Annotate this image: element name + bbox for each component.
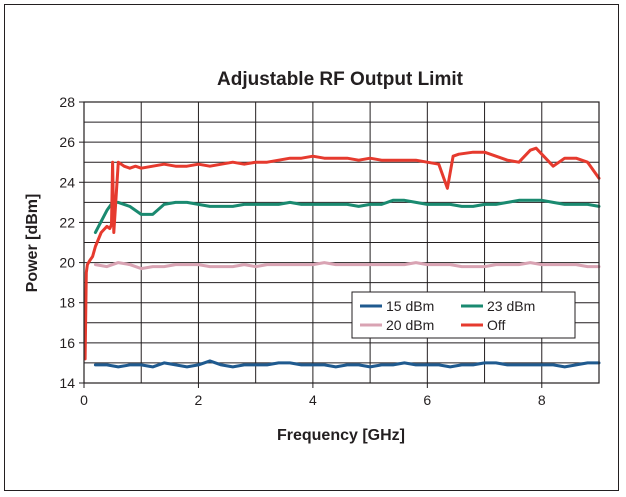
x-ticks: 0 2 4 6 8 xyxy=(80,383,546,408)
y-tick-label: 16 xyxy=(59,335,75,351)
legend-entry: 20 dBm xyxy=(386,317,434,333)
x-tick-label: 4 xyxy=(309,392,317,408)
series-line-0 xyxy=(93,359,601,369)
chart-title: Adjustable RF Output Limit xyxy=(217,69,464,90)
y-tick-label: 18 xyxy=(59,295,75,311)
x-tick-label: 6 xyxy=(423,392,431,408)
y-tick-label: 20 xyxy=(59,255,75,271)
x-tick-label: 0 xyxy=(80,392,88,408)
y-tick-label: 14 xyxy=(59,375,75,391)
y-ticks: 14 16 18 20 22 24 26 28 xyxy=(59,94,84,391)
y-tick-label: 22 xyxy=(59,214,75,230)
y-tick-label: 28 xyxy=(59,94,75,110)
x-axis-label: Frequency [GHz] xyxy=(277,427,405,444)
legend-entry: Off xyxy=(487,317,506,333)
figure-frame xyxy=(4,4,619,491)
y-tick-label: 26 xyxy=(59,134,75,150)
series-lines xyxy=(83,146,601,369)
legend-box xyxy=(351,291,576,339)
grid xyxy=(84,102,599,383)
series-line-3 xyxy=(83,146,601,361)
legend-entry: 23 dBm xyxy=(487,298,535,314)
legend: 15 dBm 23 dBm 20 dBm Off xyxy=(351,291,576,339)
series-line-1 xyxy=(93,261,601,271)
x-tick-label: 8 xyxy=(538,392,546,408)
plot-area xyxy=(83,101,600,384)
legend-entry: 15 dBm xyxy=(386,298,434,314)
series-line-2 xyxy=(93,198,601,234)
y-axis-label: Power [dBm] xyxy=(24,194,41,293)
y-tick-label: 24 xyxy=(59,174,75,190)
x-tick-label: 2 xyxy=(195,392,203,408)
